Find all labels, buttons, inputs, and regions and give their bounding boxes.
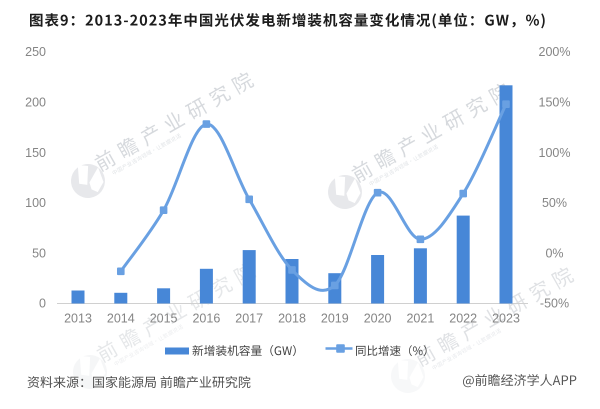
svg-text:2019: 2019 bbox=[321, 312, 349, 326]
svg-text:2016: 2016 bbox=[192, 312, 220, 326]
svg-text:200%: 200% bbox=[539, 45, 571, 59]
svg-text:200: 200 bbox=[25, 96, 46, 110]
svg-text:50: 50 bbox=[32, 246, 46, 260]
svg-text:0%: 0% bbox=[545, 246, 563, 260]
svg-text:0: 0 bbox=[39, 297, 46, 311]
svg-text:150: 150 bbox=[25, 146, 46, 160]
svg-text:50%: 50% bbox=[542, 196, 567, 210]
svg-text:150%: 150% bbox=[539, 96, 571, 110]
svg-text:100%: 100% bbox=[539, 146, 571, 160]
svg-text:2022: 2022 bbox=[449, 312, 477, 326]
svg-text:100: 100 bbox=[25, 196, 46, 210]
svg-text:2023: 2023 bbox=[492, 312, 520, 326]
svg-text:2018: 2018 bbox=[278, 312, 306, 326]
svg-text:2017: 2017 bbox=[235, 312, 263, 326]
svg-text:-50%: -50% bbox=[540, 297, 569, 311]
svg-text:2020: 2020 bbox=[364, 312, 392, 326]
svg-text:2015: 2015 bbox=[150, 312, 178, 326]
svg-text:2014: 2014 bbox=[107, 312, 135, 326]
svg-text:2013: 2013 bbox=[64, 312, 92, 326]
svg-text:250: 250 bbox=[25, 45, 46, 59]
svg-text:2021: 2021 bbox=[406, 312, 434, 326]
